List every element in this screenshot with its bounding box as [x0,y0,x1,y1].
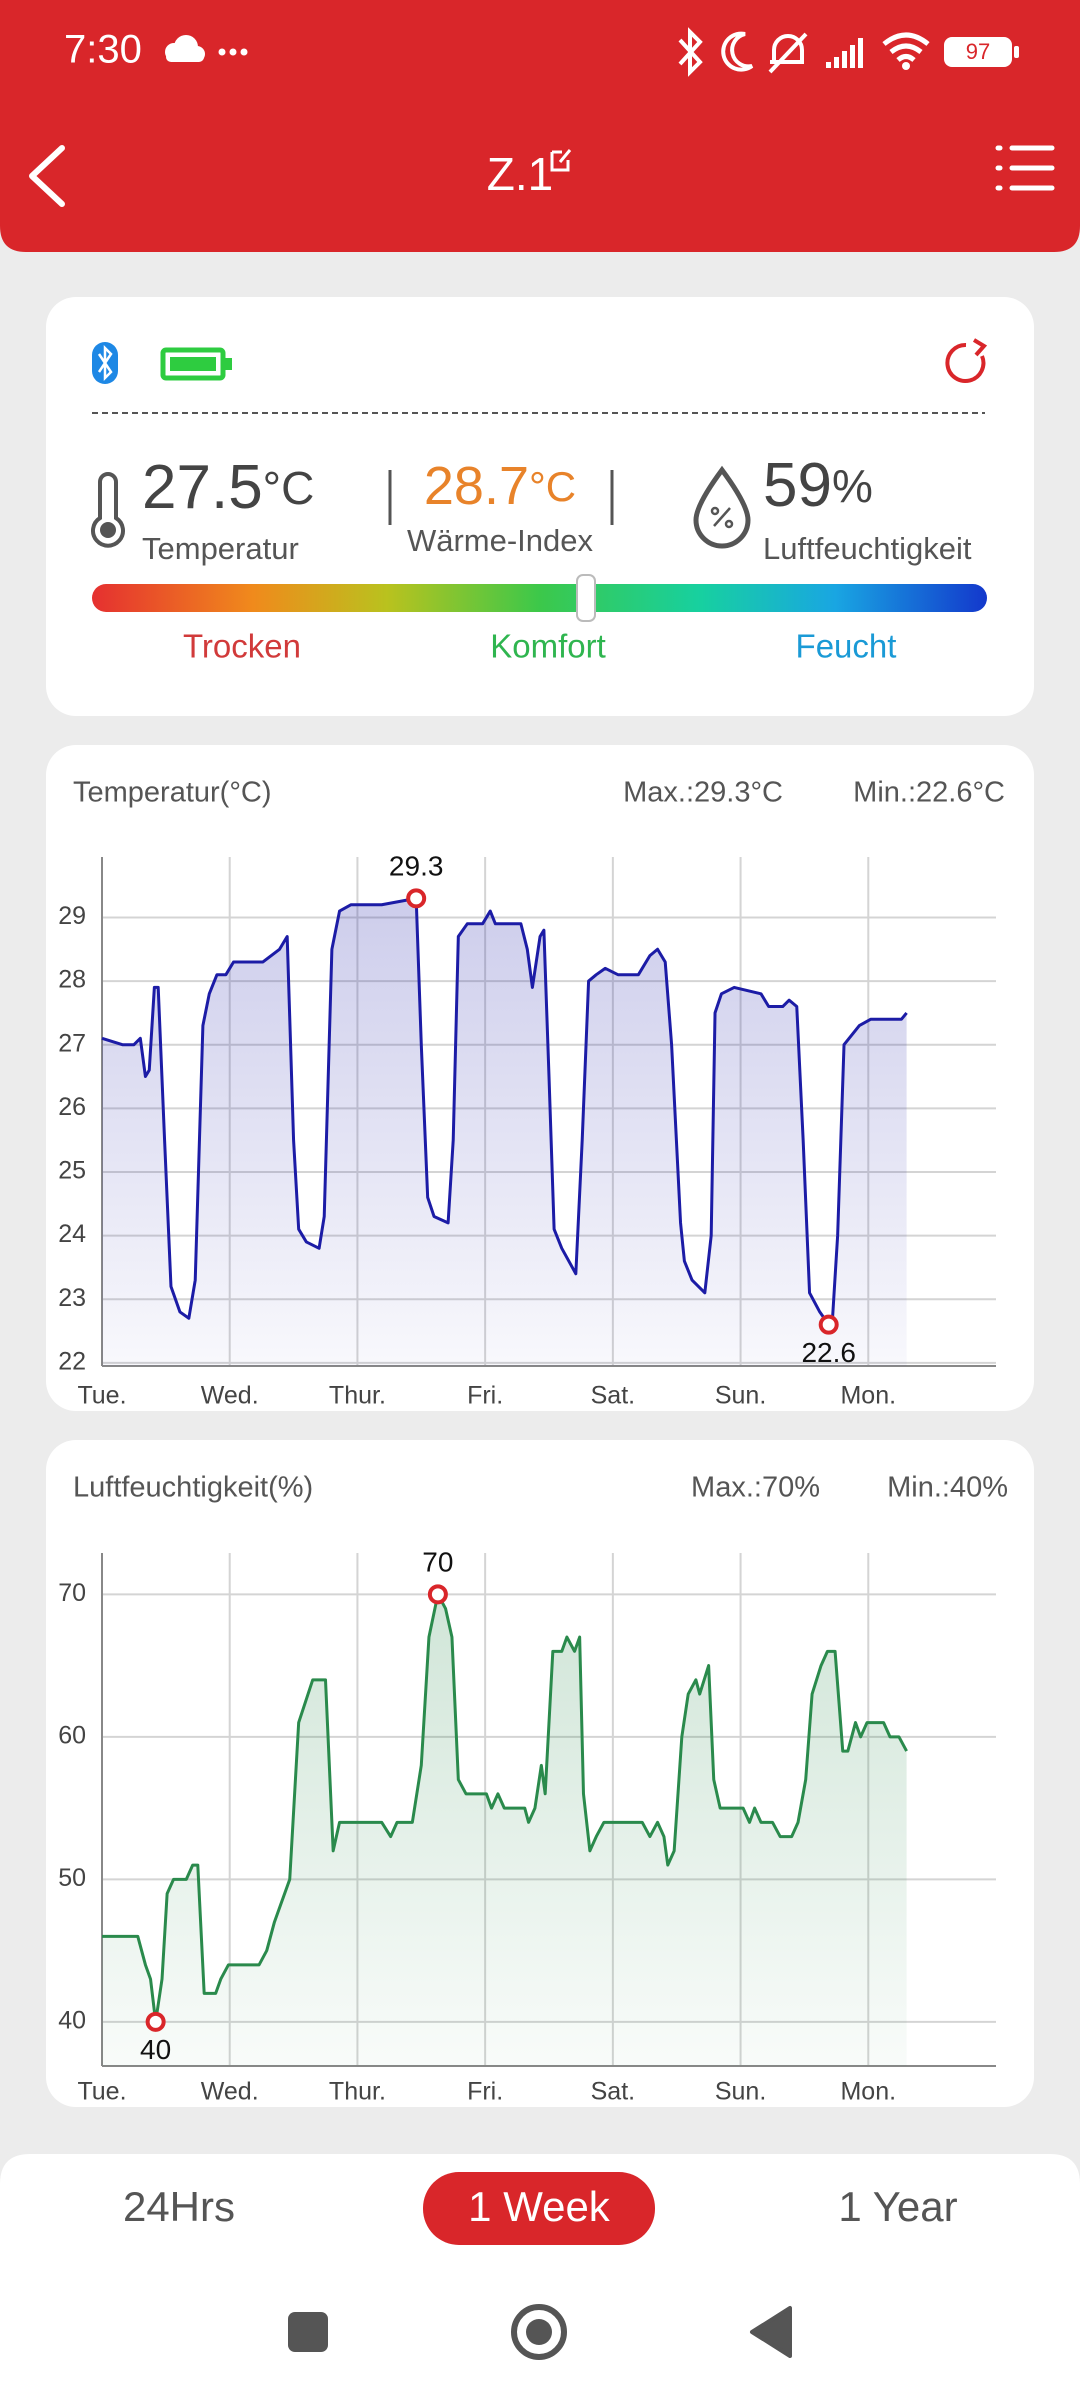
x-tick-label: Thur. [329,1382,386,1410]
x-tick-label: Tue. [77,2078,126,2106]
thermometer-bulb [100,522,116,538]
bluetooth-glyph [97,344,113,382]
humidity-icon-percent [710,506,734,529]
y-tick-label: 27 [58,1029,86,1057]
x-tick-label: Sun. [715,1382,766,1410]
humidity-value: 59% [763,451,873,520]
nav-recents[interactable] [288,2312,328,2352]
thermometer-icon [91,472,125,548]
max-label: Max.:29.3°C [623,777,783,809]
x-tick-label: Thur. [329,2078,386,2106]
status-dnd [721,31,754,72]
status-signal [826,38,863,68]
extreme-marker [145,2011,166,2032]
app-bar [0,0,1080,252]
charts: Temperatur(°C) Max.:29.3°C Min.:22.6°C 22 23… [46,745,1034,2107]
range-tab[interactable]: 1 Week [468,2183,611,2230]
battery-icon [160,347,226,381]
x-tick-label: Sat. [591,2078,635,2106]
area-fill [102,898,907,1366]
status-battery-level: 97 [966,39,990,64]
status-battery [944,37,1012,67]
range-tab[interactable]: 24Hrs [123,2183,235,2230]
y-tick-label: 70 [58,1579,86,1607]
status-muted [768,32,808,74]
y-tick-label: 28 [58,966,86,994]
heat-index-label: Wärme-Index [407,523,594,558]
extreme-marker [427,1584,448,1605]
chart-title: Temperatur(°C) [73,777,272,809]
x-tick-label: Wed. [201,2078,259,2106]
y-tick-label: 22 [58,1347,86,1375]
humidity-number: 59 [763,451,832,520]
comfort-scale [92,584,987,612]
status-more [218,48,248,56]
x-tick-label: Mon. [840,1382,896,1410]
humidity-icon [693,465,751,549]
extreme-label: 29.3 [389,851,444,882]
bottom-bar [0,2154,1080,2400]
temperature-number: 27.5 [142,453,263,522]
temperature-value: 27.5°C [142,453,314,522]
y-tick-label: 24 [58,1220,86,1248]
device-title: Z.1 [487,148,553,200]
max-label: Max.:70% [691,1472,820,1504]
edit-icon[interactable] [550,149,572,172]
min-label: Min.:40% [887,1472,1008,1504]
temperature-unit: °C [263,462,315,514]
extreme-label: 22.6 [801,1337,856,1368]
x-tick-label: Mon. [840,2078,896,2106]
nav-back[interactable] [750,2306,792,2358]
nav-home-dot [526,2319,552,2345]
battery-fill [170,357,216,371]
comfort-knob [576,574,596,622]
status-wifi [882,32,930,62]
x-tick-label: Sun. [715,2078,766,2106]
refresh-button[interactable] [945,338,988,383]
heat-index-value: 28.7°C [424,456,576,516]
y-tick-label: 50 [58,1864,86,1892]
extreme-marker [406,888,427,909]
status-battery-tip [1014,46,1019,58]
status-wifi-dot [902,62,910,70]
status-time: 7:30 [64,28,142,72]
menu-button[interactable] [995,145,1055,191]
range-tabs: 24Hrs 1 Week 1 Year [123,2172,958,2245]
y-tick-label: 29 [58,902,86,930]
x-tick-label: Wed. [201,1382,259,1410]
y-tick-label: 23 [58,1284,86,1312]
chart-title: Luftfeuchtigkeit(%) [73,1472,313,1504]
extreme-marker [818,1314,839,1335]
y-tick-label: 40 [58,2006,86,2034]
heat-index-unit: °C [529,463,576,510]
x-tick-label: Tue. [77,1382,126,1410]
status-cloud [165,35,205,62]
status-bluetooth [678,27,703,77]
comfort-label: Feucht [796,628,897,665]
humidity-label: Luftfeuchtigkeit [763,531,972,566]
min-label: Min.:22.6°C [853,777,1005,809]
nav-home[interactable] [511,2304,567,2360]
humidity-unit: % [832,460,873,512]
line [101,896,908,1327]
y-tick-label: 60 [58,1721,86,1749]
extreme-label: 40 [140,2034,171,2065]
range-tab[interactable]: 1 Year [838,2183,957,2230]
x-tick-label: Fri. [467,2078,503,2106]
comfort-label: Komfort [490,628,606,665]
y-tick-label: 26 [58,1093,86,1121]
x-tick-label: Fri. [467,1382,503,1410]
temperature-label: Temperatur [142,531,299,566]
comfort-label: Trocken [183,628,301,665]
back-button[interactable] [29,145,65,207]
battery-tip [225,358,232,370]
extreme-label: 70 [422,1547,453,1578]
x-tick-label: Sat. [591,1382,635,1410]
y-tick-label: 25 [58,1157,86,1185]
active-tab-pill [423,2172,655,2245]
line [102,1592,908,2024]
heat-index-number: 28.7 [424,456,529,516]
